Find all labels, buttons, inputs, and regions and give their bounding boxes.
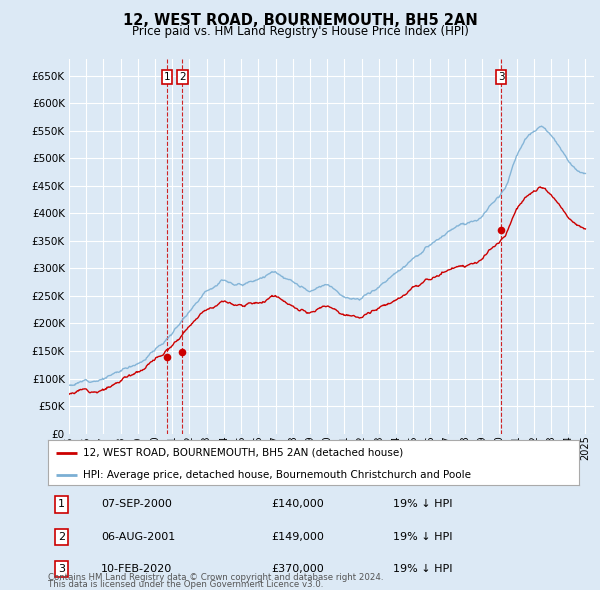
Text: 1: 1 [58, 500, 65, 509]
Text: Contains HM Land Registry data © Crown copyright and database right 2024.: Contains HM Land Registry data © Crown c… [48, 573, 383, 582]
Text: This data is licensed under the Open Government Licence v3.0.: This data is licensed under the Open Gov… [48, 581, 323, 589]
Text: HPI: Average price, detached house, Bournemouth Christchurch and Poole: HPI: Average price, detached house, Bour… [83, 470, 470, 480]
Text: 12, WEST ROAD, BOURNEMOUTH, BH5 2AN: 12, WEST ROAD, BOURNEMOUTH, BH5 2AN [122, 13, 478, 28]
Text: 19% ↓ HPI: 19% ↓ HPI [393, 565, 452, 574]
Text: 12, WEST ROAD, BOURNEMOUTH, BH5 2AN (detached house): 12, WEST ROAD, BOURNEMOUTH, BH5 2AN (det… [83, 448, 403, 458]
Text: £149,000: £149,000 [271, 532, 324, 542]
Text: 3: 3 [58, 565, 65, 574]
Text: 2: 2 [58, 532, 65, 542]
Text: 1: 1 [164, 72, 170, 82]
Text: 19% ↓ HPI: 19% ↓ HPI [393, 500, 452, 509]
Text: 07-SEP-2000: 07-SEP-2000 [101, 500, 172, 509]
Text: £140,000: £140,000 [271, 500, 324, 509]
Text: 3: 3 [498, 72, 505, 82]
Text: 19% ↓ HPI: 19% ↓ HPI [393, 532, 452, 542]
Text: 06-AUG-2001: 06-AUG-2001 [101, 532, 175, 542]
Text: 10-FEB-2020: 10-FEB-2020 [101, 565, 172, 574]
Text: 2: 2 [179, 72, 186, 82]
Text: Price paid vs. HM Land Registry's House Price Index (HPI): Price paid vs. HM Land Registry's House … [131, 25, 469, 38]
Text: £370,000: £370,000 [271, 565, 324, 574]
